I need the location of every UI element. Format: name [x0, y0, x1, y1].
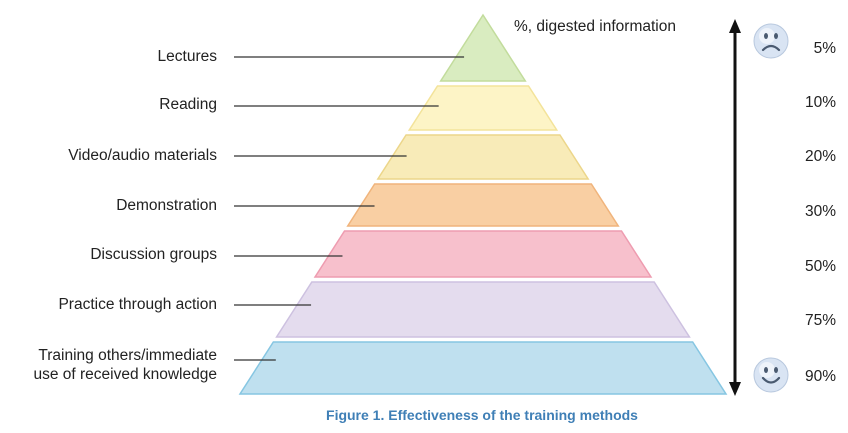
- scale-arrow-head-top: [729, 19, 741, 33]
- percent-practice: 75%: [804, 312, 836, 329]
- percent-demonstration: 30%: [804, 203, 836, 220]
- percent-discussion-groups: 50%: [804, 258, 836, 275]
- pyramid-tier-video-audio: [376, 134, 590, 180]
- level-label-training-others-line2: use of received knowledge: [33, 366, 217, 383]
- level-label-lectures: Lectures: [157, 48, 217, 65]
- digested-information-header: %, digested information: [514, 18, 676, 35]
- level-label-demonstration: Demonstration: [116, 197, 217, 214]
- pyramid-tier-discussion-groups: [313, 230, 653, 278]
- scale-arrow-head-bottom: [729, 382, 741, 396]
- percent-training-others: 90%: [804, 368, 836, 385]
- percent-video-audio: 20%: [804, 148, 836, 165]
- level-label-training-others-line1: Training others/immediate: [38, 347, 217, 364]
- level-label-reading: Reading: [159, 96, 217, 113]
- sad-face-icon: [753, 23, 789, 59]
- happy-face-icon: [753, 357, 789, 393]
- pyramid-tier-lectures: [439, 13, 527, 82]
- level-label-discussion-groups: Discussion groups: [90, 246, 217, 263]
- percent-lectures: 5%: [813, 40, 836, 57]
- level-label-training-others: Training others/immediate use of receive…: [33, 346, 217, 384]
- level-label-video-audio: Video/audio materials: [68, 147, 217, 164]
- level-label-practice: Practice through action: [58, 296, 217, 313]
- percent-reading: 10%: [804, 94, 836, 111]
- pyramid-tier-demonstration: [346, 183, 620, 227]
- figure-caption: Figure 1. Effectiveness of the training …: [326, 407, 638, 423]
- pyramid-tier-reading: [407, 85, 559, 131]
- pyramid-tier-training-others: [238, 341, 728, 395]
- pyramid-tier-practice: [275, 281, 691, 338]
